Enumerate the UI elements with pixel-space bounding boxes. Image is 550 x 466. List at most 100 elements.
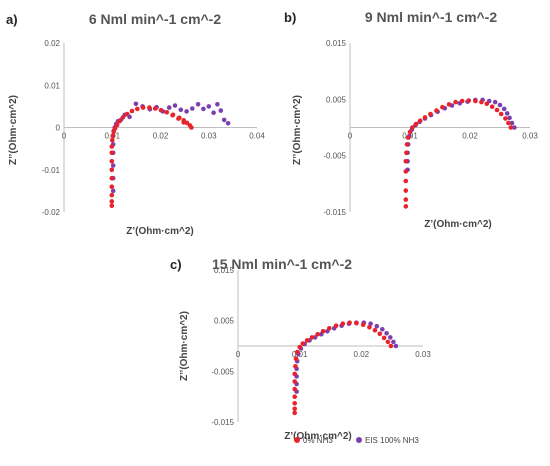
data-point — [109, 192, 115, 198]
x-axis-title: Z’(Ohm·cm^2) — [284, 431, 352, 442]
y-axis-title: Z’’(Ohm·cm^2) — [8, 95, 19, 165]
legend: 0% NH3 EIS 100% NH3 — [294, 436, 419, 445]
data-point — [333, 323, 339, 329]
data-point — [320, 329, 326, 334]
data-point — [347, 320, 352, 326]
data-point — [170, 112, 175, 118]
data-point — [124, 111, 130, 117]
data-point — [109, 159, 115, 164]
series-nh3-0 — [403, 98, 514, 209]
data-point — [446, 102, 452, 107]
data-point — [294, 349, 300, 355]
legend-swatch-0 — [294, 437, 300, 443]
data-point — [385, 339, 391, 345]
data-point — [109, 199, 115, 204]
data-point — [215, 102, 220, 107]
data-point — [129, 108, 135, 114]
y-tick-label: 0.015 — [326, 39, 347, 48]
data-point — [178, 107, 184, 113]
data-point — [135, 106, 140, 112]
data-point — [497, 102, 503, 108]
series-nh3-0 — [109, 105, 194, 208]
panel-label: a) — [6, 12, 18, 27]
chart-panels: a) 6 Nml min^-1 cm^-2 0 0.01 0.02 0.03 0.04 0.0… — [6, 9, 538, 442]
data-point — [374, 323, 380, 329]
data-point — [292, 379, 298, 384]
data-point — [506, 120, 511, 126]
data-point — [388, 335, 393, 340]
data-point — [410, 125, 415, 130]
y-tick-label: 0.005 — [214, 317, 235, 326]
data-point — [380, 327, 385, 332]
data-point — [206, 104, 212, 109]
data-point — [158, 107, 164, 113]
data-point — [413, 121, 419, 127]
data-point — [166, 105, 172, 110]
data-point — [393, 343, 399, 349]
data-point — [384, 331, 389, 336]
data-point — [218, 108, 224, 113]
data-point — [152, 106, 158, 111]
y-tick-label: -0.015 — [323, 208, 346, 217]
data-point — [315, 332, 320, 337]
x-tick-label: 0.02 — [153, 132, 169, 141]
data-point — [109, 203, 115, 208]
chart-title: 6 Nml min^-1 cm^-2 — [89, 11, 221, 27]
data-point — [459, 98, 465, 104]
data-point — [484, 101, 490, 107]
data-point — [184, 109, 189, 114]
data-point — [440, 104, 445, 110]
chart-title: 15 Nml min^-1 cm^-2 — [212, 256, 352, 272]
data-point — [492, 99, 498, 105]
y-tick-label: 0 — [56, 124, 61, 133]
chart-panel-2: c)15 Nml min^-1 cm^-200.010.020.030.0150… — [170, 256, 431, 442]
data-point — [304, 338, 310, 343]
legend-swatch-1 — [356, 437, 362, 443]
data-point — [489, 104, 495, 109]
y-tick-label: 0.015 — [214, 266, 235, 275]
data-point — [114, 122, 120, 128]
data-point — [434, 108, 439, 113]
data-point — [407, 129, 413, 135]
data-point — [403, 159, 409, 164]
data-point — [181, 120, 186, 125]
chart-title: 9 Nml min^-1 cm^-2 — [365, 9, 497, 25]
data-point — [110, 163, 116, 168]
data-point — [110, 133, 115, 139]
data-point — [388, 343, 394, 349]
data-point — [172, 103, 178, 108]
data-point — [176, 116, 181, 121]
x-tick-label: 0.03 — [201, 132, 217, 141]
data-point — [453, 99, 458, 105]
data-point — [109, 184, 115, 189]
data-point — [109, 167, 115, 173]
data-point — [340, 321, 346, 327]
y-axis-title: Z’’(Ohm·cm^2) — [292, 95, 303, 165]
data-point — [164, 110, 170, 115]
data-point — [201, 106, 206, 112]
data-point — [404, 150, 409, 156]
legend-label-0: 0% NH3 — [303, 436, 333, 445]
legend-label-1: EIS 100% NH3 — [365, 436, 419, 445]
data-point — [509, 120, 515, 126]
data-point — [372, 328, 378, 333]
data-point — [403, 197, 409, 202]
data-point — [403, 204, 409, 209]
x-tick-label: 0 — [348, 132, 353, 141]
data-point — [368, 321, 373, 327]
data-point — [111, 129, 116, 134]
data-point — [309, 335, 315, 340]
panel-label: b) — [284, 10, 296, 25]
y-tick-label: -0.01 — [42, 166, 61, 175]
data-point — [367, 325, 372, 330]
data-point — [404, 142, 410, 147]
data-point — [473, 98, 478, 104]
data-point — [120, 115, 126, 120]
data-point — [195, 102, 201, 107]
data-point — [297, 344, 303, 350]
chart-panel-0: a) 6 Nml min^-1 cm^-2 0 0.01 0.02 0.03 0.04 0.0… — [6, 11, 265, 237]
data-point — [110, 137, 115, 143]
y-tick-label: -0.005 — [323, 152, 346, 161]
data-point — [140, 105, 146, 110]
